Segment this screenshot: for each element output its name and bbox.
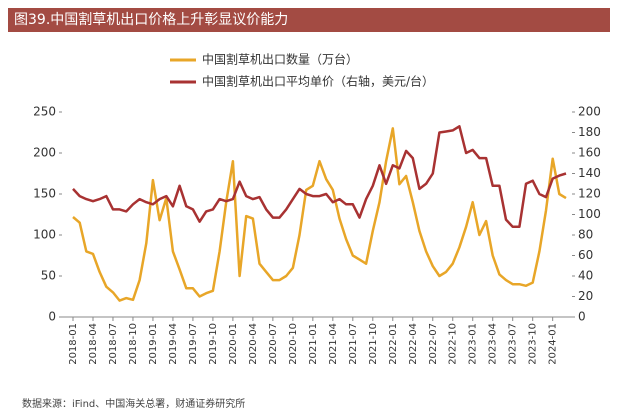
- x-tick-label: 2018-10: [128, 323, 139, 365]
- y2-tick-label: 40: [578, 269, 593, 283]
- x-tick-label: 2022-07: [428, 323, 439, 365]
- x-tick-label: 2022-01: [388, 323, 399, 365]
- x-tick-label: 2021-07: [348, 323, 359, 365]
- x-tick-label: 2021-01: [308, 323, 319, 365]
- x-tick-label: 2021-10: [368, 323, 379, 365]
- x-tick-label: 2019-07: [188, 323, 199, 365]
- series-line: [72, 125, 567, 229]
- x-tick-label: 2018-01: [68, 323, 79, 365]
- y2-tick-label: 60: [578, 248, 593, 262]
- series-line: [72, 127, 567, 302]
- x-tick-label: 2018-04: [88, 323, 99, 365]
- x-tick-label: 2019-01: [148, 323, 159, 365]
- x-tick-label: 2023-07: [508, 323, 519, 365]
- legend-label: 中国割草机出口平均单价（右轴，美元/台）: [202, 74, 434, 89]
- x-tick-label: 2021-04: [328, 323, 339, 365]
- y2-tick-label: 140: [578, 166, 601, 180]
- y-tick-label: 200: [33, 146, 56, 160]
- y2-tick-label: 20: [578, 289, 593, 303]
- x-tick-label: 2020-01: [228, 323, 239, 365]
- y2-tick-label: 100: [578, 207, 601, 221]
- x-tick-label: 2020-07: [268, 323, 279, 365]
- x-tick-label: 2020-04: [248, 323, 259, 365]
- y-tick-label: 250: [33, 105, 56, 119]
- y-tick-label: 50: [41, 269, 56, 283]
- y2-tick-label: 160: [578, 146, 601, 160]
- chart-title: 图39.中国割草机出口价格上升彰显议价能力: [14, 11, 288, 28]
- x-tick-label: 2023-04: [488, 323, 499, 365]
- title-bar: [8, 8, 610, 32]
- x-tick-label: 2019-04: [168, 323, 179, 365]
- y-tick-label: 0: [48, 310, 56, 324]
- y2-tick-label: 120: [578, 187, 601, 201]
- x-tick-label: 2023-10: [528, 323, 539, 365]
- y-tick-label: 150: [33, 187, 56, 201]
- x-tick-label: 2018-07: [108, 323, 119, 365]
- x-tick-label: 2020-10: [288, 323, 299, 365]
- y2-tick-label: 80: [578, 228, 593, 242]
- y2-tick-label: 200: [578, 105, 601, 119]
- y-tick-label: 100: [33, 228, 56, 242]
- y2-tick-label: 180: [578, 125, 601, 139]
- source: 数据来源：iFind、中国海关总署，财通证券研究所: [22, 397, 245, 410]
- x-tick-label: 2022-10: [448, 323, 459, 365]
- x-tick-label: 2023-01: [468, 323, 479, 365]
- x-tick-label: 2019-10: [208, 323, 219, 365]
- x-tick-label: 2024-01: [548, 323, 559, 365]
- x-tick-label: 2022-04: [408, 323, 419, 365]
- legend-label: 中国割草机出口数量（万台）: [202, 52, 358, 67]
- y2-tick-label: 0: [578, 310, 586, 324]
